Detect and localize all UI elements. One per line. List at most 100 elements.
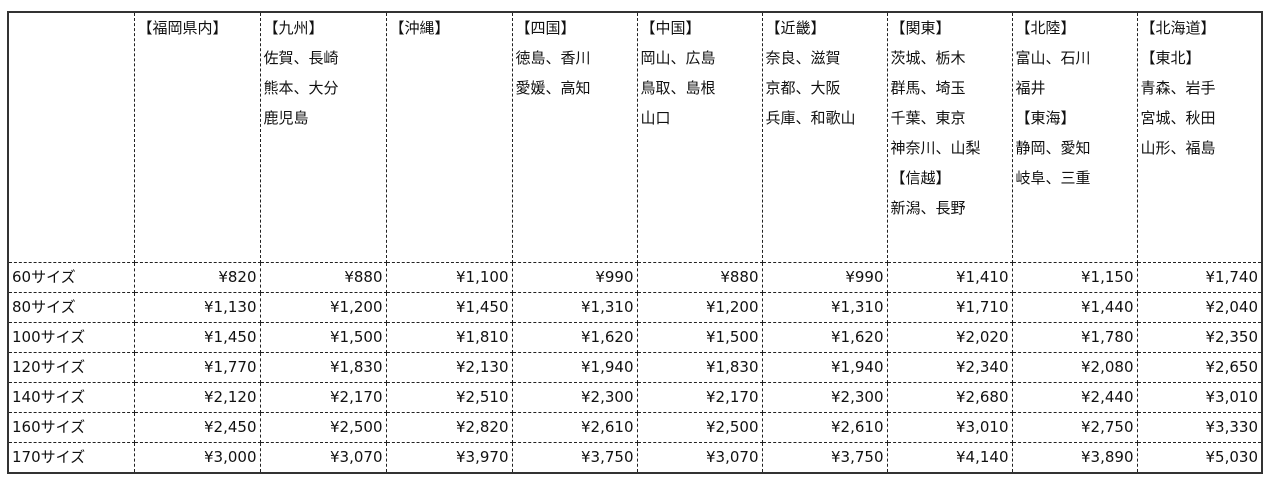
price-cell: ¥2,130 [385, 352, 513, 383]
price-cell: ¥2,120 [133, 382, 261, 413]
price-cell: ¥4,140 [886, 442, 1013, 474]
region-header-cell: 【中国】岡山、広島鳥取、島根山口 [636, 11, 763, 263]
price-cell: ¥1,310 [761, 292, 888, 323]
price-cell: ¥2,510 [385, 382, 513, 413]
size-label: 60サイズ [7, 262, 135, 293]
price-cell: ¥1,410 [886, 262, 1013, 293]
price-cell: ¥2,650 [1136, 352, 1263, 383]
region-line: 【九州】 [263, 19, 324, 37]
price-cell: ¥3,970 [385, 442, 513, 474]
price-cell: ¥3,890 [1011, 442, 1138, 474]
region-line: 【東海】 [1015, 109, 1076, 127]
price-cell: ¥3,070 [259, 442, 387, 474]
price-cell: ¥1,940 [511, 352, 638, 383]
region-line: 京都、大阪 [765, 79, 841, 97]
region-line: 茨城、栃木 [890, 49, 966, 67]
region-line: 【福岡県内】 [137, 19, 228, 37]
price-cell: ¥2,610 [511, 412, 638, 443]
region-header-cell: 【北陸】 富山、石川 福井 【東海】 静岡、愛知 岐阜、三重 [1011, 11, 1138, 263]
corner-cell [7, 11, 135, 263]
size-label: 120サイズ [7, 352, 135, 383]
region-line: 【関東】 [890, 19, 951, 37]
region-line: 【四国】 [515, 19, 576, 37]
region-line: 兵庫、和歌山 [765, 109, 856, 127]
table-row: 120サイズ ¥1,770 ¥1,830 ¥2,130 ¥1,940 ¥1,830 ¥1,9… [7, 352, 1263, 383]
price-cell: ¥1,620 [511, 322, 638, 353]
size-label: 80サイズ [7, 292, 135, 323]
region-line: 熊本、大分 [263, 79, 339, 97]
price-cell: ¥1,780 [1011, 322, 1138, 353]
table-row: 80サイズ ¥1,130 ¥1,200 ¥1,450 ¥1,310 ¥1,200 ¥1,31… [7, 292, 1263, 323]
price-cell: ¥2,300 [761, 382, 888, 413]
price-cell: ¥2,440 [1011, 382, 1138, 413]
price-cell: ¥2,450 [133, 412, 261, 443]
price-cell: ¥1,740 [1136, 262, 1263, 293]
size-label: 140サイズ [7, 382, 135, 413]
size-label: 170サイズ [7, 442, 135, 474]
price-cell: ¥1,310 [511, 292, 638, 323]
region-line: 【中国】 [640, 19, 701, 37]
price-cell: ¥2,170 [259, 382, 387, 413]
region-line: 青森、岩手 [1140, 79, 1216, 97]
region-line: 山形、福島 [1140, 139, 1216, 157]
price-cell: ¥1,450 [385, 292, 513, 323]
price-cell: ¥3,070 [636, 442, 763, 474]
table-row: 60サイズ ¥820 ¥880 ¥1,100 ¥990 ¥880 ¥990 ¥1,410 ¥1,… [7, 262, 1263, 293]
region-header-cell: 【近畿】 奈良、滋賀 京都、大阪 兵庫、和歌山 [761, 11, 888, 263]
price-cell: ¥1,130 [133, 292, 261, 323]
price-cell: ¥1,940 [761, 352, 888, 383]
region-line: 山口 [640, 109, 671, 127]
shipping-rate-table: 【福岡県内】 【九州】 佐賀、長崎 熊本、大分 鹿児島 【沖縄】 【四国】 徳島、香川 愛媛、高… [7, 11, 1263, 474]
region-header-cell: 【九州】 佐賀、長崎 熊本、大分 鹿児島 [259, 11, 387, 263]
price-cell: ¥2,340 [886, 352, 1013, 383]
price-cell: ¥1,830 [259, 352, 387, 383]
price-cell: ¥3,750 [761, 442, 888, 474]
region-line: 奈良、滋賀 [765, 49, 841, 67]
price-cell: ¥1,500 [636, 322, 763, 353]
price-cell: ¥3,010 [886, 412, 1013, 443]
price-cell: ¥1,770 [133, 352, 261, 383]
price-cell: ¥1,620 [761, 322, 888, 353]
price-cell: ¥2,500 [636, 412, 763, 443]
price-cell: ¥3,010 [1136, 382, 1263, 413]
table-row: 160サイズ ¥2,450 ¥2,500 ¥2,820 ¥2,610 ¥2,500 ¥2,6… [7, 412, 1263, 443]
price-cell: ¥3,330 [1136, 412, 1263, 443]
price-cell: ¥820 [133, 262, 261, 293]
table-row: 170サイズ ¥3,000 ¥3,070 ¥3,970 ¥3,750 ¥3,070 ¥3,7… [7, 442, 1263, 474]
price-cell: ¥880 [259, 262, 387, 293]
region-line: 【沖縄】 [389, 19, 450, 37]
region-line: 【北陸】 [1015, 19, 1076, 37]
price-cell: ¥2,300 [511, 382, 638, 413]
table-row: 140サイズ ¥2,120 ¥2,170 ¥2,510 ¥2,300 ¥2,170 ¥2,3… [7, 382, 1263, 413]
price-cell: ¥990 [761, 262, 888, 293]
region-header-cell: 【四国】 徳島、香川 愛媛、高知 [511, 11, 638, 263]
price-cell: ¥1,500 [259, 322, 387, 353]
region-line: 徳島、香川 [515, 49, 591, 67]
table-row: 100サイズ ¥1,450 ¥1,500 ¥1,810 ¥1,620 ¥1,500 ¥1,6… [7, 322, 1263, 353]
region-line: 富山、石川 [1015, 49, 1091, 67]
price-cell: ¥3,750 [511, 442, 638, 474]
region-line: 岐阜、三重 [1015, 169, 1091, 187]
size-label: 100サイズ [7, 322, 135, 353]
price-cell: ¥880 [636, 262, 763, 293]
region-line: 【信越】 [890, 169, 951, 187]
price-cell: ¥1,710 [886, 292, 1013, 323]
region-line: 【東北】 [1140, 49, 1201, 67]
price-cell: ¥1,440 [1011, 292, 1138, 323]
region-header-cell: 【関東】 茨城、栃木 群馬、埼玉 千葉、東京 神奈川、山梨 【信越】 新潟、長野 [886, 11, 1013, 263]
region-line: 鳥取、島根 [640, 79, 716, 97]
price-cell: ¥2,170 [636, 382, 763, 413]
region-line: 岡山、広島 [640, 49, 716, 67]
region-line: 新潟、長野 [890, 199, 966, 217]
price-cell: ¥2,020 [886, 322, 1013, 353]
region-line: 静岡、愛知 [1015, 139, 1091, 157]
price-cell: ¥2,610 [761, 412, 888, 443]
price-cell: ¥2,040 [1136, 292, 1263, 323]
price-cell: ¥1,450 [133, 322, 261, 353]
region-line: 千葉、東京 [890, 109, 966, 127]
price-cell: ¥1,830 [636, 352, 763, 383]
region-header-cell: 【福岡県内】 [133, 11, 261, 263]
price-cell: ¥1,810 [385, 322, 513, 353]
price-cell: ¥3,000 [133, 442, 261, 474]
price-cell: ¥2,820 [385, 412, 513, 443]
